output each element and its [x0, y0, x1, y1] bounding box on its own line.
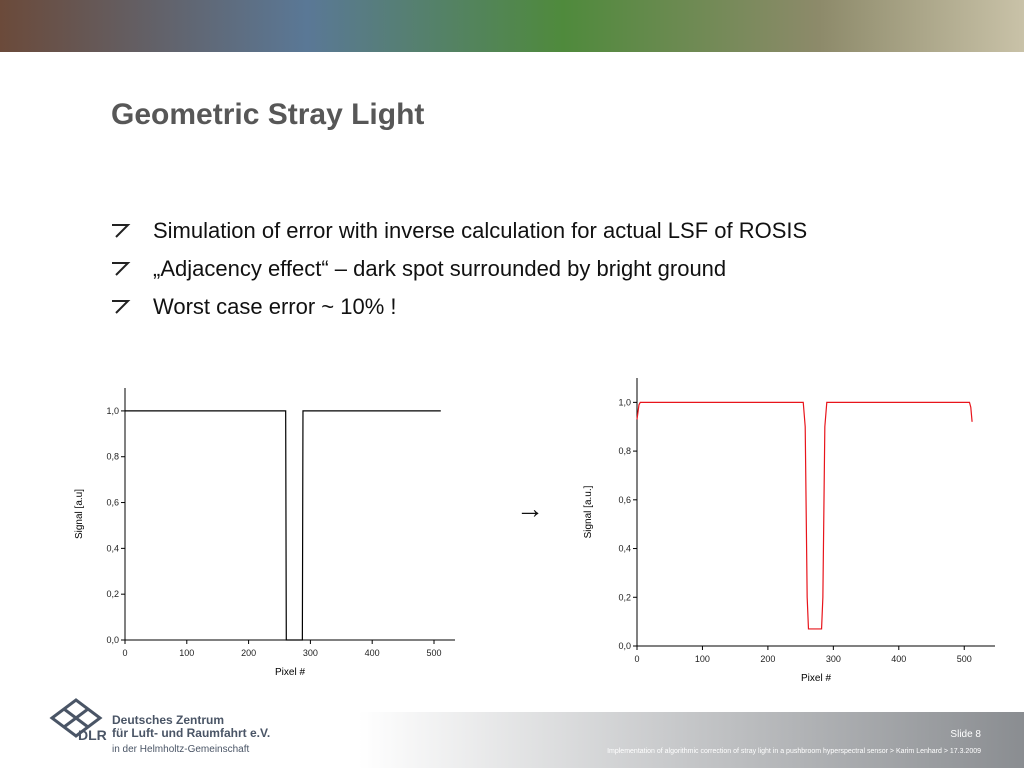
- org-name: in der Helmholtz-Gemeinschaft: [112, 744, 249, 755]
- x-tick-label: 200: [760, 654, 775, 664]
- bullet: „Adjacency effect“ – dark spot surrounde…: [153, 256, 726, 281]
- x-axis-label: Pixel #: [275, 667, 305, 678]
- y-axis-label: Signal [a.u]: [74, 489, 85, 539]
- y-tick-label: 0,2: [106, 589, 119, 599]
- y-tick-label: 1,0: [618, 397, 631, 407]
- logo-text: DLR: [78, 727, 107, 743]
- x-tick-label: 0: [634, 654, 639, 664]
- y-tick-label: 0,4: [106, 543, 119, 553]
- y-tick-label: 0,8: [106, 452, 119, 462]
- data-line: [125, 410, 441, 641]
- arrow: →: [516, 493, 544, 524]
- y-tick-label: 0,8: [618, 446, 631, 456]
- slide-title: Geometric Stray Light: [111, 98, 424, 131]
- banner: [0, 0, 1024, 52]
- x-tick-label: 500: [957, 654, 972, 664]
- y-tick-label: 1,0: [106, 406, 119, 416]
- slide-number: Slide 8: [950, 729, 981, 740]
- data-line: [636, 401, 973, 630]
- org-name: Deutsches Zentrum: [112, 713, 224, 727]
- y-tick-label: 0,0: [106, 635, 119, 645]
- bullet: Worst case error ~ 10% !: [153, 294, 397, 319]
- x-tick-label: 300: [303, 648, 318, 658]
- footer-bar: [0, 712, 1024, 768]
- bullet: Simulation of error with inverse calcula…: [153, 218, 807, 243]
- bullet-markers: [112, 224, 131, 314]
- x-axis-label: Pixel #: [801, 673, 831, 684]
- charts: 0,0 0,2 0,4 0,6 0,8 1,0 0 100 200 300 400 500 Pixel …: [74, 378, 995, 684]
- x-tick-label: 300: [826, 654, 841, 664]
- x-tick-label: 400: [365, 648, 380, 658]
- footer-caption: Implementation of algorithmic correction…: [607, 748, 981, 755]
- x-tick-label: 100: [695, 654, 710, 664]
- y-tick-label: 0,4: [618, 544, 631, 554]
- dlr-logo: [49, 698, 103, 738]
- org-name: für Luft- und Raumfahrt e.V.: [112, 726, 270, 740]
- x-tick-label: 100: [179, 648, 194, 658]
- y-tick-label: 0,0: [618, 641, 631, 651]
- y-tick-label: 0,6: [618, 495, 631, 505]
- x-tick-label: 0: [122, 648, 127, 658]
- x-tick-label: 400: [891, 654, 906, 664]
- x-tick-label: 200: [241, 648, 256, 658]
- y-tick-label: 0,2: [618, 592, 631, 602]
- y-axis-label: Signal [a.u.]: [583, 485, 594, 538]
- x-tick-label: 500: [426, 648, 441, 658]
- y-tick-label: 0,6: [106, 498, 119, 508]
